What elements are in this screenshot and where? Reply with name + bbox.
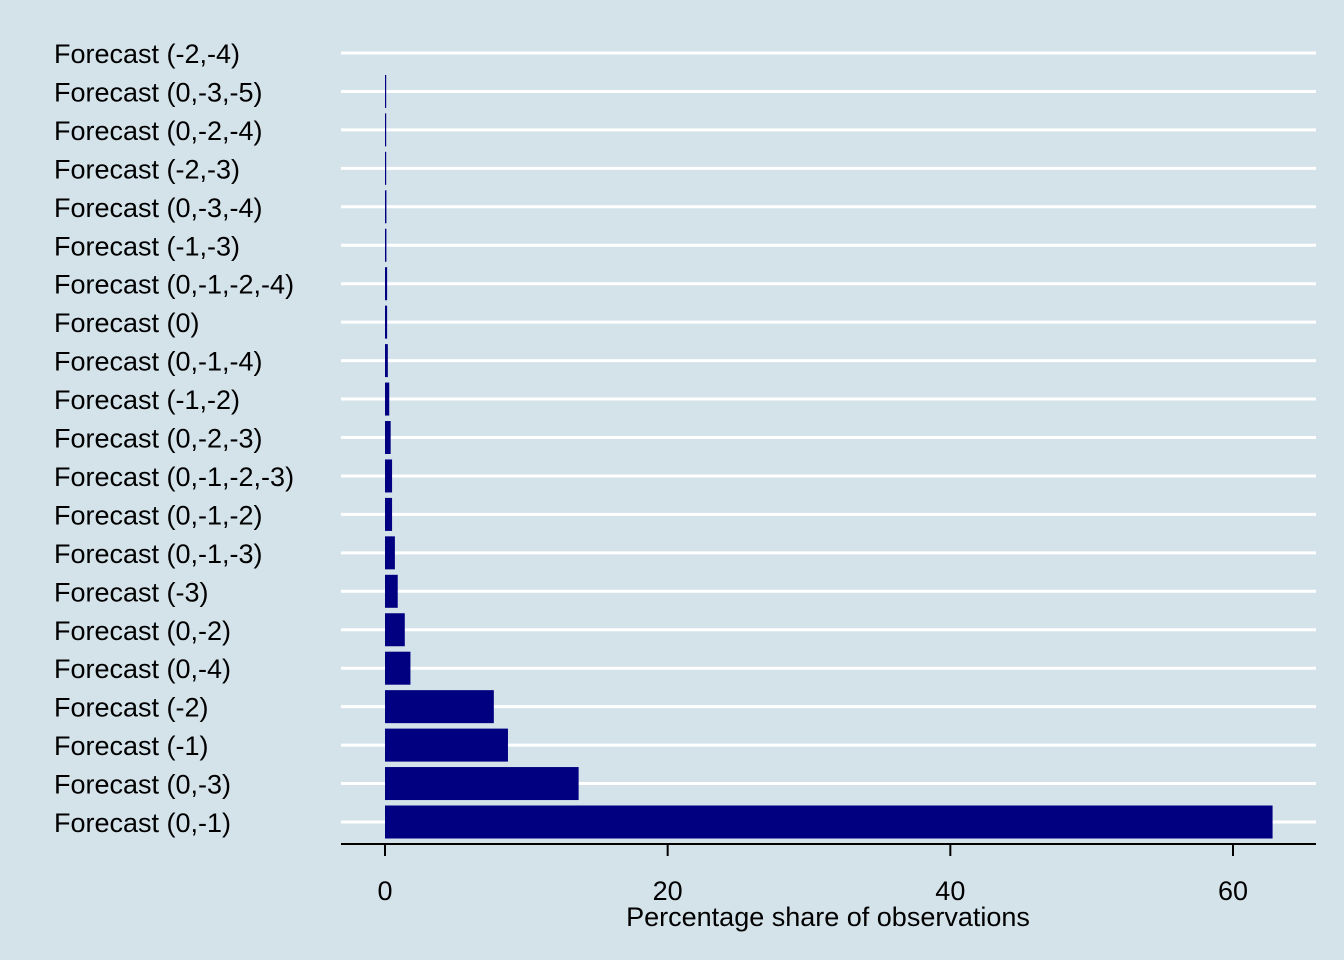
category-label: Forecast (0,-2,-3) [54,424,263,454]
x-tick-label: 60 [1218,876,1248,906]
bar [385,74,387,108]
bar [385,459,393,493]
category-label: Forecast (0,-3) [54,770,231,800]
category-label: Forecast (-2) [54,693,209,723]
x-tick-label: 40 [935,876,965,906]
x-tick-label: 20 [653,876,683,906]
category-label: Forecast (-1,-2) [54,385,240,415]
bar [385,344,388,378]
bars [385,74,1273,839]
category-label: Forecast (0,-2,-4) [54,116,263,146]
category-label: Forecast (0,-1,-2,-3) [54,462,294,492]
bar [385,305,388,339]
x-tick-label: 0 [377,876,392,906]
bar [385,805,1273,839]
x-axis-ticks: 0 20 40 60 [377,844,1248,906]
category-label: Forecast (0,-3,-4) [54,193,263,223]
category-label: Forecast (-1) [54,731,209,761]
bar [385,113,387,147]
category-label: Forecast (-1,-3) [54,231,240,261]
bar [385,497,393,531]
bar [385,613,405,647]
bar [385,767,579,801]
category-label: Forecast (0,-1) [54,808,231,838]
category-label: Forecast (0) [54,308,200,338]
bar [385,651,411,685]
category-label: Forecast (0,-1,-2) [54,500,263,530]
bar [385,190,387,224]
bar [385,690,494,724]
bar [385,228,387,262]
category-label: Forecast (0,-2) [54,616,231,646]
category-label: Forecast (0,-1,-4) [54,347,263,377]
category-label: Forecast (-2,-4) [54,39,240,69]
x-axis-title: Percentage share of observations [626,902,1030,932]
bar [385,536,395,570]
gridlines [341,51,1316,824]
category-label: Forecast (0,-3,-5) [54,77,263,107]
category-labels: Forecast (0,-1) Forecast (0,-3) Forecast (… [54,39,294,838]
category-label: Forecast (-2,-3) [54,154,240,184]
category-label: Forecast (-3) [54,577,209,607]
bar [385,421,391,454]
bar [385,382,390,416]
bar [385,151,387,185]
bar [385,267,388,301]
category-label: Forecast (0,-1,-2,-4) [54,270,294,300]
category-label: Forecast (0,-4) [54,654,231,684]
category-label: Forecast (0,-1,-3) [54,539,263,569]
bar [385,574,398,608]
bar [385,728,508,762]
